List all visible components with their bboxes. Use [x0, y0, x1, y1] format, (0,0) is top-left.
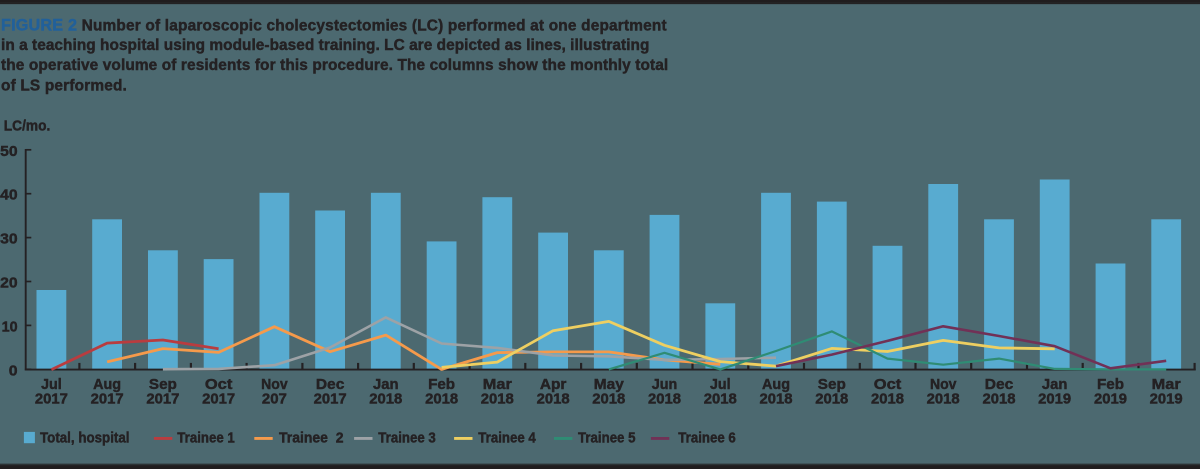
svg-text:2017: 2017 — [202, 391, 235, 407]
svg-text:Dec: Dec — [316, 377, 345, 393]
svg-text:30: 30 — [0, 232, 18, 248]
svg-text:2018: 2018 — [481, 391, 514, 407]
svg-text:2018: 2018 — [704, 391, 737, 407]
svg-text:2018: 2018 — [592, 391, 625, 407]
svg-text:Nov: Nov — [930, 377, 957, 393]
svg-text:Total, hospital: Total, hospital — [40, 431, 130, 447]
svg-text:Apr: Apr — [540, 377, 567, 393]
svg-text:LC/mo.: LC/mo. — [4, 118, 51, 134]
svg-text:2017: 2017 — [146, 391, 179, 407]
svg-text:Trainee 6: Trainee 6 — [678, 431, 736, 447]
svg-text:2017: 2017 — [314, 391, 347, 407]
svg-text:May: May — [594, 377, 624, 393]
svg-text:2018: 2018 — [983, 391, 1016, 407]
svg-text:2017: 2017 — [91, 391, 124, 407]
svg-text:Aug: Aug — [93, 377, 121, 393]
svg-text:Aug: Aug — [762, 377, 790, 393]
svg-text:Mar: Mar — [1152, 377, 1181, 393]
svg-text:2018: 2018 — [760, 391, 793, 407]
svg-text:50: 50 — [0, 144, 18, 160]
svg-text:Sep: Sep — [818, 377, 846, 393]
svg-text:40: 40 — [0, 188, 18, 204]
svg-text:Trainee 2: Trainee 2 — [279, 431, 344, 447]
svg-text:Jan: Jan — [1042, 377, 1068, 393]
svg-text:Oct: Oct — [874, 377, 902, 393]
svg-text:Feb: Feb — [428, 377, 455, 393]
svg-text:2018: 2018 — [369, 391, 402, 407]
svg-text:0: 0 — [9, 363, 18, 379]
svg-text:FIGURE 2 Number of laparoscopi: FIGURE 2 Number of laparoscopic cholecys… — [1, 16, 667, 34]
svg-text:2018: 2018 — [871, 391, 904, 407]
svg-text:20: 20 — [0, 276, 18, 292]
svg-text:Feb: Feb — [1097, 377, 1124, 393]
svg-text:2019: 2019 — [1038, 391, 1071, 407]
svg-text:Mar: Mar — [483, 377, 512, 393]
svg-text:Oct: Oct — [205, 377, 233, 393]
svg-text:Nov: Nov — [261, 377, 288, 393]
svg-text:the operative volume of reside: the operative volume of residents for th… — [1, 57, 668, 74]
svg-text:2018: 2018 — [927, 391, 960, 407]
svg-text:Jun: Jun — [652, 377, 678, 393]
svg-text:2017: 2017 — [35, 391, 68, 407]
svg-text:2018: 2018 — [648, 391, 681, 407]
svg-text:2019: 2019 — [1094, 391, 1127, 407]
svg-text:2019: 2019 — [1150, 391, 1183, 407]
svg-text:in a teaching hospital using m: in a teaching hospital using module-base… — [1, 37, 649, 54]
svg-text:207: 207 — [262, 391, 287, 407]
svg-text:Jul: Jul — [41, 377, 62, 393]
svg-text:10: 10 — [2, 319, 18, 335]
svg-text:Dec: Dec — [985, 377, 1014, 393]
svg-text:Jul: Jul — [710, 377, 731, 393]
svg-text:of LS performed.: of LS performed. — [1, 77, 127, 94]
svg-text:Trainee 4: Trainee 4 — [478, 431, 536, 447]
svg-text:Jan: Jan — [373, 377, 399, 393]
svg-text:Trainee 5: Trainee 5 — [578, 431, 636, 447]
svg-text:2018: 2018 — [425, 391, 458, 407]
svg-text:Trainee 1: Trainee 1 — [177, 431, 235, 447]
svg-text:Trainee 3: Trainee 3 — [378, 431, 436, 447]
svg-text:2018: 2018 — [815, 391, 848, 407]
svg-text:2018: 2018 — [537, 391, 570, 407]
svg-text:Sep: Sep — [149, 377, 177, 393]
